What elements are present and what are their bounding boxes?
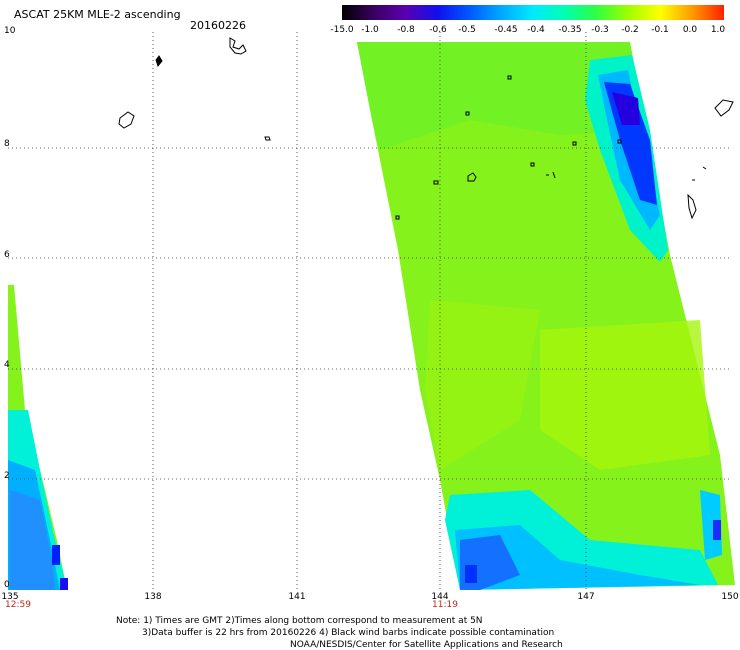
cbar-label: -0.8 [397, 25, 415, 35]
x-tick-label: 144 [431, 592, 449, 602]
y-tick-label: 10 [4, 26, 16, 36]
footer-note-line-1: Note: 1) Times are GMT 2)Times along bot… [116, 616, 483, 626]
swath-east-north-shade [357, 42, 645, 150]
y-tick-label: 0 [4, 580, 10, 590]
pass-time-label: 12:59 [5, 600, 31, 610]
swath-east-yellow-green-patch [540, 320, 710, 470]
island-small [264, 136, 271, 141]
swath-west-blue-pixel [60, 578, 68, 590]
island-west [118, 111, 135, 129]
footer-note-line-2: 3)Data buffer is 22 hrs from 20160226 4)… [142, 628, 555, 638]
cbar-label: -0.45 [494, 25, 518, 35]
swath-east-south-blue-pixel [465, 565, 477, 583]
x-tick-label: 138 [144, 592, 162, 602]
island-swath-9 [395, 215, 400, 220]
color-scale-gradient [342, 5, 724, 20]
cbar-label: -0.4 [527, 25, 545, 35]
map-date: 20160226 [190, 19, 246, 32]
y-tick-label: 8 [4, 139, 10, 149]
swath-west [8, 285, 68, 590]
x-tick-label: 150 [721, 592, 739, 602]
pass-time-label: 11:19 [432, 600, 458, 610]
island-swath-7 [467, 172, 477, 182]
swath-west-blue-pixel [52, 545, 60, 565]
swath-east-se-blue [700, 490, 722, 560]
island-swath-4 [617, 139, 622, 144]
color-scale-labels: -15.0 -1.0 -0.8 -0.6 -0.5 -0.45 -0.4 -0.… [330, 25, 730, 37]
island-east-2 [687, 193, 697, 220]
island-swath-8 [546, 171, 556, 179]
cbar-label: -0.5 [458, 25, 476, 35]
swath-east-light-patch [425, 300, 540, 470]
x-tick-label: 141 [288, 592, 306, 602]
swath-west-blue [10, 490, 55, 590]
cbar-label: -0.35 [558, 25, 582, 35]
x-tick-label: 135 [1, 592, 19, 602]
color-scale-bar [342, 5, 724, 20]
island-northwest [229, 37, 247, 55]
y-tick-label: 6 [4, 250, 10, 260]
swath-east-deep-blue-core [612, 92, 640, 125]
island-swath-2 [507, 75, 512, 80]
cbar-label: -0.2 [621, 25, 639, 35]
coastlines [118, 37, 734, 220]
cbar-label: -1.0 [361, 25, 379, 35]
cbar-label: 1.0 [710, 25, 726, 35]
cbar-label: -15.0 [330, 25, 354, 35]
x-tick-label: 147 [577, 592, 595, 602]
y-tick-label: 2 [4, 471, 10, 481]
swath-east-se-blue-pixel [713, 520, 721, 540]
graticule [8, 32, 732, 590]
island-swath-3 [572, 141, 577, 146]
island-islet [155, 55, 163, 68]
cbar-label: -0.3 [591, 25, 609, 35]
island-swath-6 [433, 180, 439, 185]
swath-east-blue-core [604, 82, 657, 205]
island-east-4 [702, 166, 707, 170]
y-tick-label: 4 [4, 360, 10, 370]
swath-east [357, 42, 735, 590]
cbar-label: 0.0 [682, 25, 698, 35]
cbar-label: -0.6 [429, 25, 447, 35]
map-title: ASCAT 25KM MLE-2 ascending [14, 8, 181, 21]
cbar-label: -0.1 [651, 25, 669, 35]
footer-credit: NOAA/NESDIS/Center for Satellite Applica… [290, 640, 563, 650]
island-east [714, 99, 734, 117]
island-swath-5 [530, 162, 535, 167]
island-swath-1 [465, 111, 470, 116]
